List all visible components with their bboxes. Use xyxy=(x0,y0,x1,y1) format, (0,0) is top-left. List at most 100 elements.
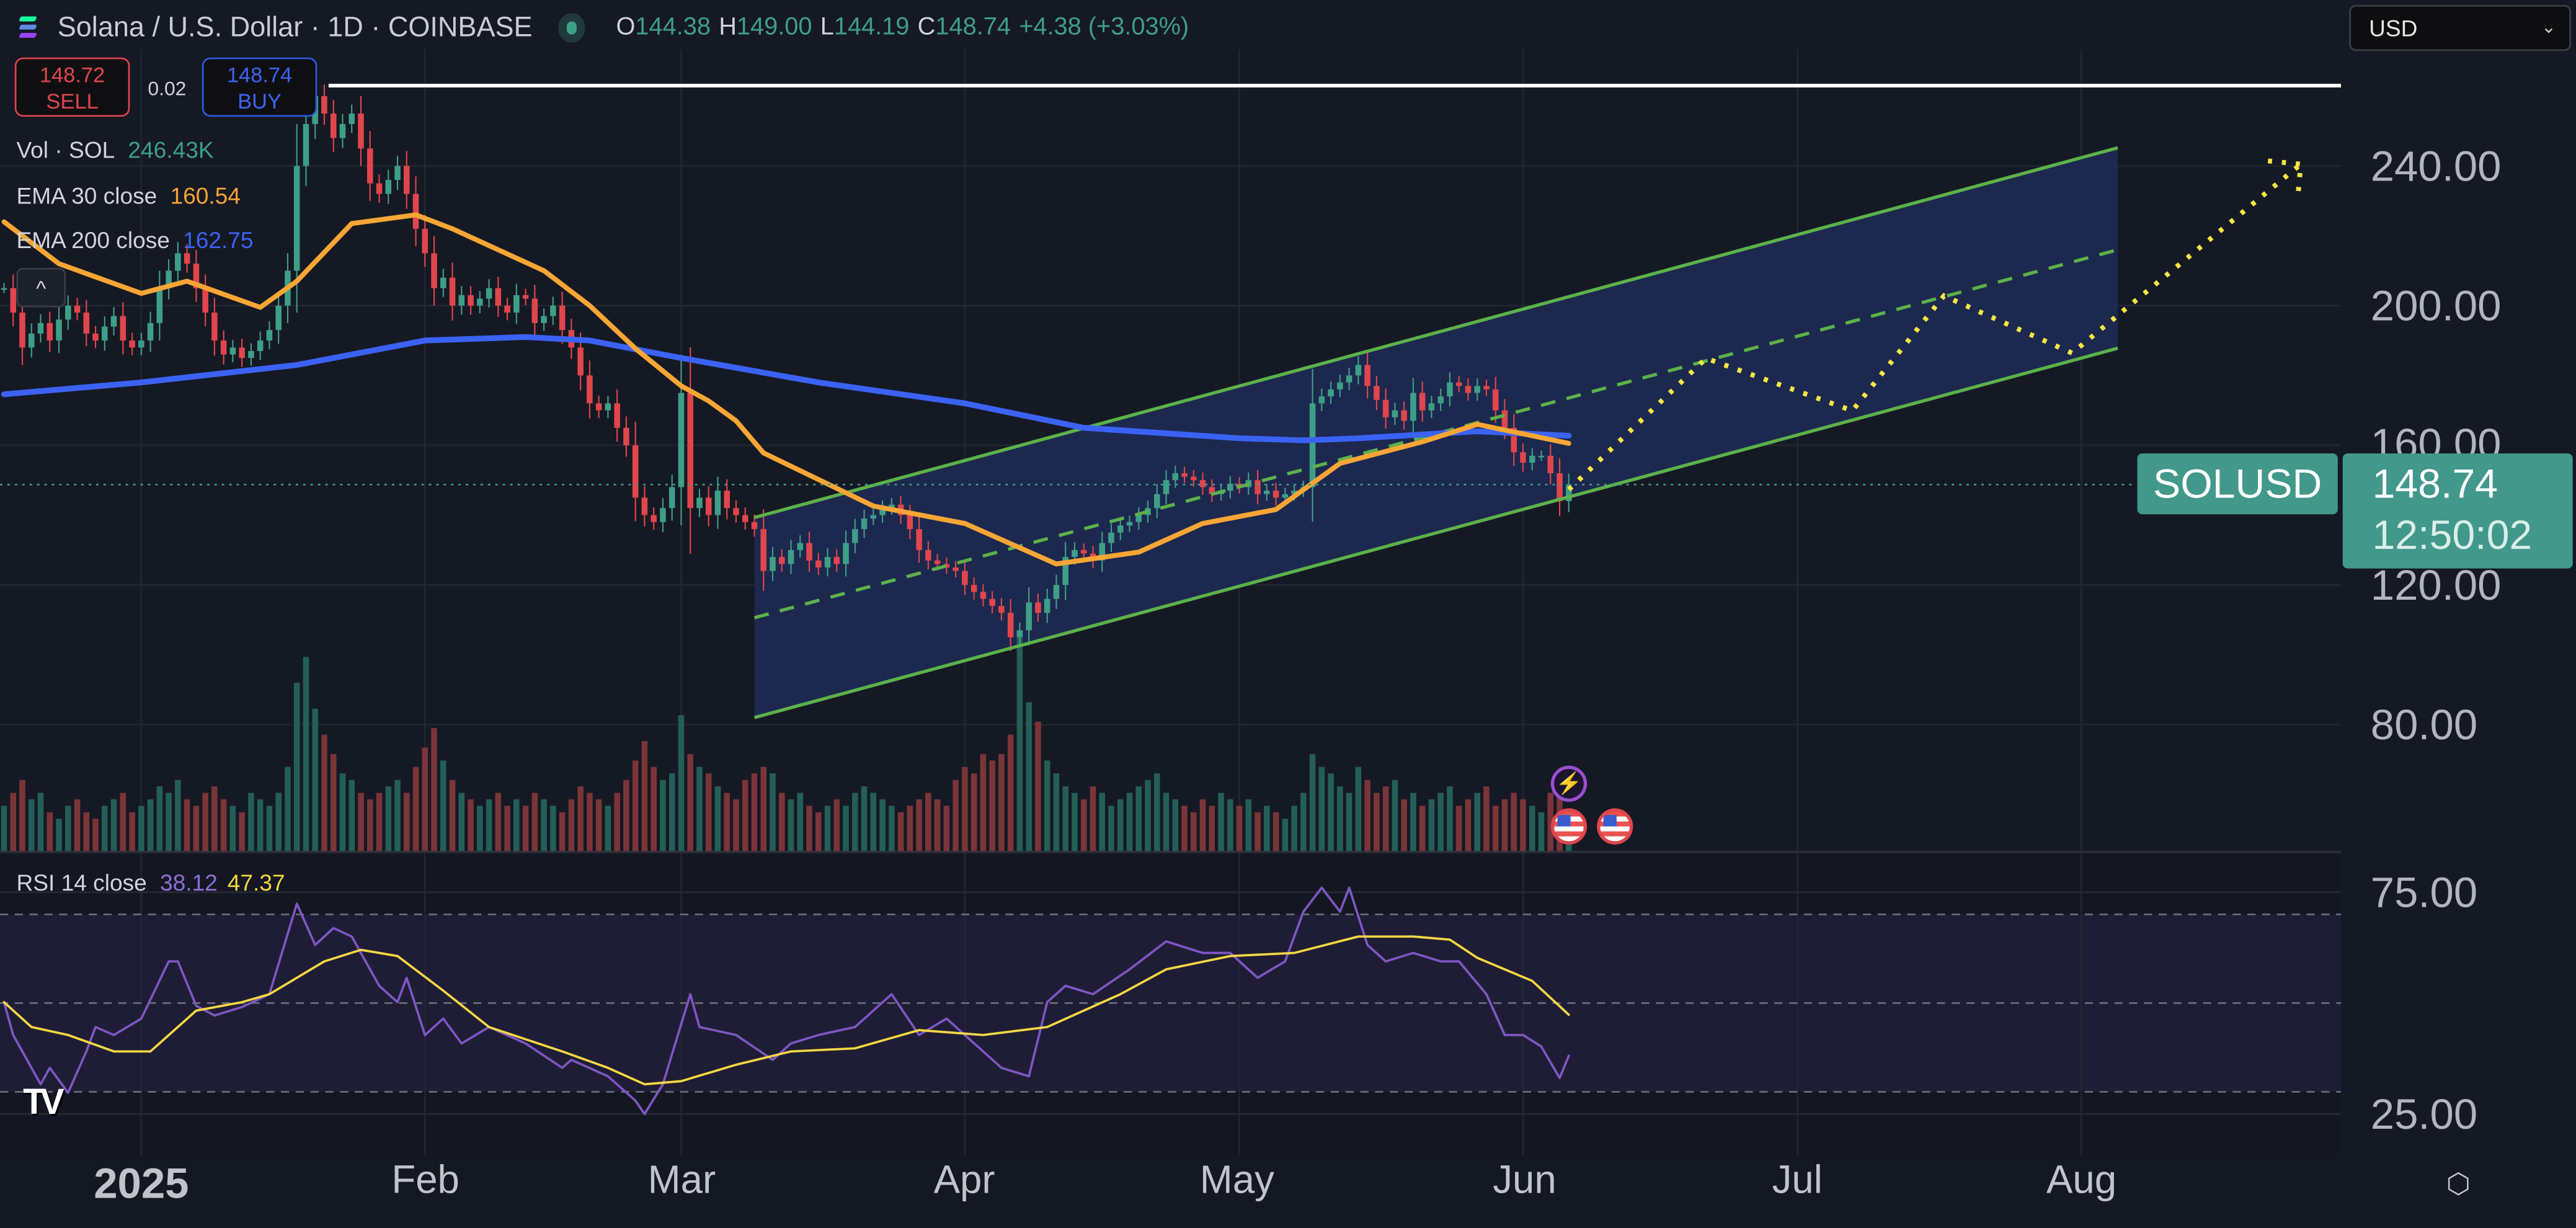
candle-body xyxy=(1374,386,1380,400)
candle-body xyxy=(1282,494,1289,498)
volume-bar xyxy=(1199,799,1206,852)
volume-bar xyxy=(595,799,602,852)
candle-body xyxy=(211,313,218,341)
candle-body xyxy=(376,183,383,194)
volume-bar xyxy=(1282,819,1289,852)
volume-bar xyxy=(129,812,135,852)
volume-bar xyxy=(65,806,71,852)
volume-bar xyxy=(1355,767,1362,852)
volume-bar xyxy=(705,773,712,852)
symbol-title[interactable]: Solana / U.S. Dollar · 1D · COINBASE xyxy=(57,11,533,43)
volume-bar xyxy=(366,799,373,852)
time-label: Aug xyxy=(2046,1158,2117,1203)
rsi-legend[interactable]: RSI 14 close 38.12 47.37 xyxy=(16,869,285,895)
candle-body xyxy=(422,228,429,254)
candle-body xyxy=(1163,480,1170,494)
candle-body xyxy=(843,543,849,564)
candle-body xyxy=(330,113,337,138)
candle-body xyxy=(1337,382,1343,389)
candle-body xyxy=(651,515,657,522)
lightning-event-icon[interactable]: ⚡ xyxy=(1550,765,1588,802)
volume-bar xyxy=(668,773,675,852)
candle-body xyxy=(614,403,620,428)
volume-bar xyxy=(522,806,529,852)
candle-body xyxy=(1346,375,1352,383)
volume-bar xyxy=(623,780,629,852)
volume-bar xyxy=(229,806,236,852)
candle-body xyxy=(1447,382,1453,397)
candle-body xyxy=(595,403,602,411)
volume-bar xyxy=(778,793,785,852)
volume-bar xyxy=(733,799,739,852)
us-flag-event-icon[interactable] xyxy=(1597,808,1633,845)
volume-bar xyxy=(1227,799,1233,852)
ema30-label: EMA 30 close xyxy=(16,182,158,209)
volume-bar xyxy=(1374,793,1380,852)
candle-body xyxy=(1126,522,1133,526)
volume-bar xyxy=(211,786,218,852)
volume-bar xyxy=(349,780,355,852)
candle-body xyxy=(74,305,81,313)
volume-bar xyxy=(1264,806,1270,852)
volume-bar xyxy=(970,773,977,852)
volume-bar xyxy=(687,754,693,852)
time-label: Mar xyxy=(647,1158,716,1203)
candle-body xyxy=(522,295,529,299)
volume-bar xyxy=(587,793,593,852)
volume-bar xyxy=(559,812,566,852)
ema30-legend[interactable]: EMA 30 close 160.54 xyxy=(16,182,240,208)
volume-bar xyxy=(394,780,401,852)
candle-body xyxy=(1026,602,1032,631)
volume-bar xyxy=(1328,773,1334,852)
candle-body xyxy=(1053,585,1060,599)
tradingview-logo[interactable]: TV xyxy=(23,1081,64,1123)
candle-body xyxy=(705,497,712,515)
candle-body xyxy=(1108,532,1114,543)
settings-icon[interactable]: ⬡ xyxy=(2446,1168,2471,1199)
volume-bar xyxy=(1410,793,1416,852)
collapse-legend-button[interactable]: ^ xyxy=(16,267,66,308)
time-label: May xyxy=(1199,1158,1274,1203)
volume-bar xyxy=(449,780,456,852)
high-value: 149.00 xyxy=(736,13,812,42)
volume-bar xyxy=(321,734,327,852)
ema200-value: 162.75 xyxy=(183,226,254,253)
candle-body xyxy=(486,288,492,299)
candle-body xyxy=(541,316,547,323)
candle-body xyxy=(1538,455,1545,458)
volume-bar xyxy=(1419,806,1426,852)
candle-body xyxy=(934,560,941,564)
candle-body xyxy=(19,313,25,348)
candle-body xyxy=(925,549,931,561)
candle-body xyxy=(1455,382,1462,386)
us-flag-event-icon[interactable] xyxy=(1550,808,1588,845)
volume-bar xyxy=(998,754,1005,852)
volume-bar xyxy=(541,799,547,852)
candle-body xyxy=(1172,473,1179,481)
currency-select[interactable]: USD ⌄ xyxy=(2349,4,2571,51)
candle-body xyxy=(321,96,327,114)
candle-body xyxy=(1255,480,1261,494)
volume-bar xyxy=(824,806,831,852)
volume-legend[interactable]: Vol · SOL 246.43K xyxy=(16,136,213,162)
volume-bar xyxy=(1465,799,1472,852)
candle-body xyxy=(1199,480,1206,487)
sell-button[interactable]: 148.72 SELL xyxy=(14,57,130,117)
candle-body xyxy=(1209,487,1215,494)
volume-bar xyxy=(1080,799,1087,852)
candle-body xyxy=(440,277,446,288)
volume-bar xyxy=(504,806,510,852)
volume-bar xyxy=(28,799,35,852)
candle-body xyxy=(1419,393,1426,411)
volume-bar xyxy=(751,773,758,852)
volume-bar xyxy=(1007,734,1014,852)
candle-body xyxy=(1191,476,1197,481)
volume-bar xyxy=(1135,786,1142,852)
ema200-legend[interactable]: EMA 200 close 162.75 xyxy=(16,227,253,253)
candle-body xyxy=(989,598,995,606)
candle-body xyxy=(266,330,273,341)
volume-bar xyxy=(1035,721,1041,852)
candle-body xyxy=(166,270,172,288)
buy-button[interactable]: 148.74 BUY xyxy=(202,57,318,117)
